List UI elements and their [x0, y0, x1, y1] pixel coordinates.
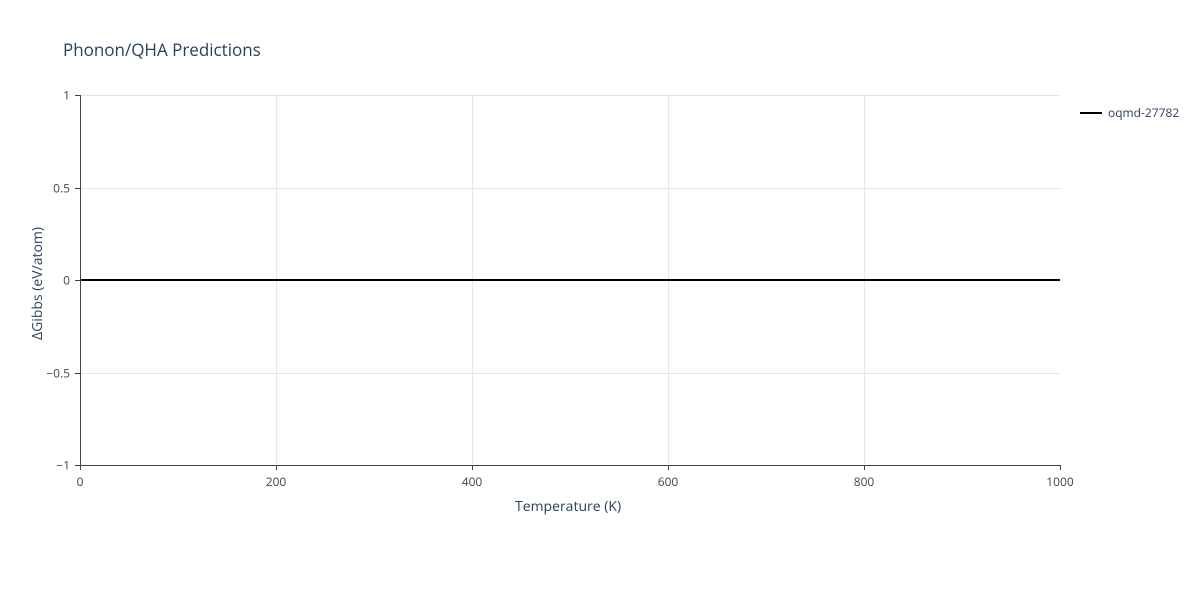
x-tick-label: 800	[854, 473, 875, 490]
x-tick	[472, 465, 473, 470]
gridline-horizontal	[80, 373, 1060, 374]
x-axis-line	[80, 465, 1060, 466]
y-tick-label: −0.5	[40, 364, 70, 381]
chart-title: Phonon/QHA Predictions	[63, 38, 261, 61]
y-axis-line	[80, 95, 81, 465]
y-tick-label: 1	[40, 87, 70, 104]
gridline-horizontal	[80, 188, 1060, 189]
y-tick-label: 0.5	[40, 179, 70, 196]
x-axis-label: Temperature (K)	[515, 497, 621, 516]
x-tick	[668, 465, 669, 470]
gridline-horizontal	[80, 95, 1060, 96]
x-tick-label: 200	[266, 473, 287, 490]
chart-container: Phonon/QHA Predictions Temperature (K) Δ…	[0, 0, 1200, 600]
y-tick	[75, 280, 80, 281]
plot-area[interactable]	[80, 95, 1060, 465]
legend-item-label: oqmd-27782	[1108, 104, 1179, 121]
x-tick-label: 600	[658, 473, 679, 490]
x-tick-label: 400	[462, 473, 483, 490]
y-tick-label: 0	[40, 272, 70, 289]
x-tick-label: 1000	[1046, 473, 1073, 490]
legend[interactable]: oqmd-27782	[1080, 104, 1179, 121]
x-tick	[276, 465, 277, 470]
x-tick	[864, 465, 865, 470]
x-tick	[1060, 465, 1061, 470]
y-tick	[75, 95, 80, 96]
y-tick	[75, 373, 80, 374]
legend-swatch	[1080, 112, 1102, 114]
x-tick	[80, 465, 81, 470]
x-tick-label: 0	[77, 473, 84, 490]
y-tick-label: −1	[40, 457, 70, 474]
series-line[interactable]	[80, 279, 1060, 281]
y-tick	[75, 465, 80, 466]
y-tick	[75, 188, 80, 189]
